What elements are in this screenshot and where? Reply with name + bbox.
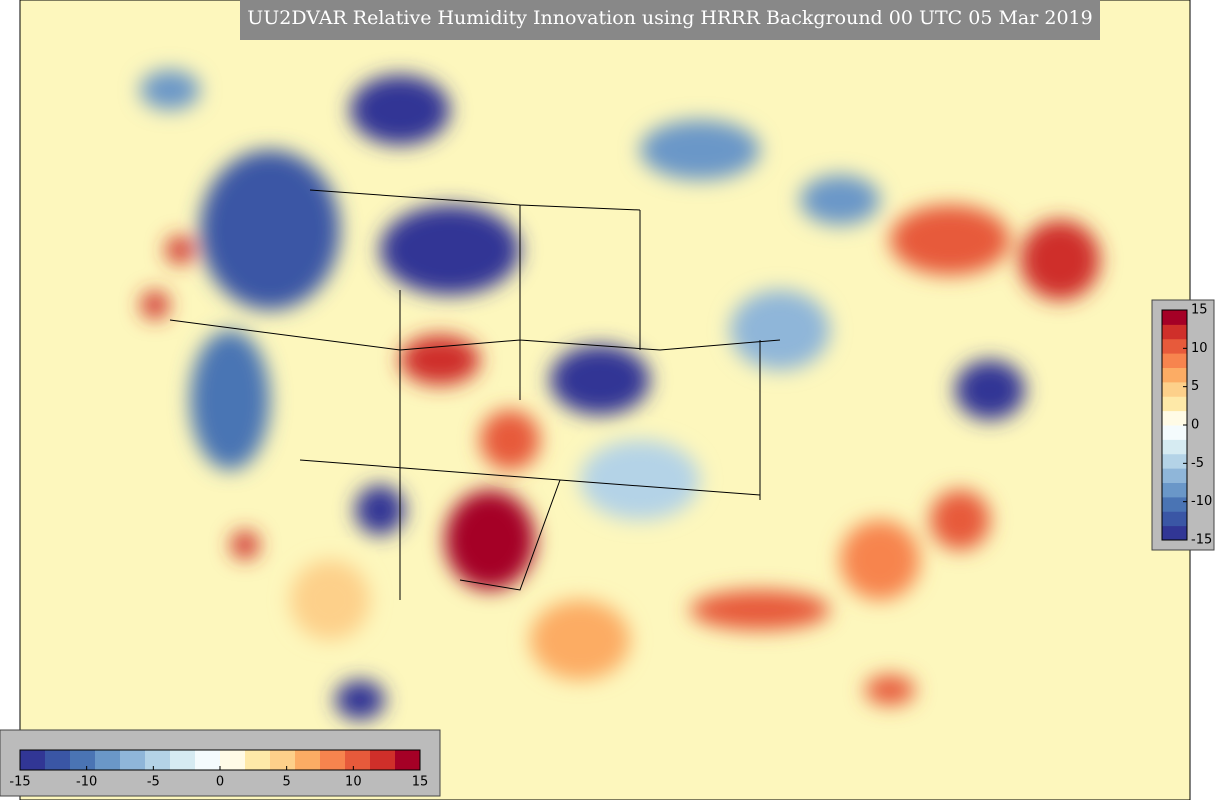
colorbar-segment: [370, 750, 396, 770]
colorbar-segment: [170, 750, 196, 770]
colorbar-segment: [1162, 511, 1187, 527]
colorbar-segment: [1162, 353, 1187, 368]
title: UU2DVAR Relative Humidity Innovation usi…: [247, 7, 1092, 29]
colorbar-segment: [45, 750, 71, 770]
colorbar-segment: [1162, 410, 1187, 426]
colorbar-segment: [70, 750, 96, 770]
colorbar-segment: [195, 750, 221, 770]
colorbar-segment: [1162, 396, 1187, 412]
colorbar-segment: [1162, 324, 1187, 340]
colorbar-tick-label: 15: [1191, 303, 1208, 318]
colorbar-segment: [1162, 381, 1187, 397]
colorbar-tick-label: 10: [1191, 341, 1208, 356]
colorbar-tick-label: 0: [216, 775, 224, 790]
colorbar-tick-label: -10: [1191, 494, 1212, 509]
colorbar-segment: [145, 750, 171, 770]
colorbar-segment: [1162, 496, 1187, 512]
colorbar-segment: [1162, 468, 1187, 483]
colorbar-segment: [1162, 338, 1187, 354]
colorbar-segment: [1162, 439, 1187, 455]
colorbar-segment: [345, 750, 371, 770]
colorbar-segment: [1162, 310, 1187, 325]
colorbar-tick-label: 5: [283, 775, 291, 790]
colorbar-segment: [320, 750, 346, 770]
colorbar-tick-label: 10: [345, 775, 362, 790]
colorbar-segment: [95, 750, 121, 770]
colorbar-tick-label: 0: [1191, 418, 1199, 433]
colorbar-segment: [220, 750, 246, 770]
colorbar-segment: [1162, 453, 1187, 469]
colorbar-segment: [270, 750, 296, 770]
colorbar-segment: [1162, 367, 1187, 383]
colorbar-segment: [295, 750, 321, 770]
colorbar-tick-label: -15: [1191, 533, 1212, 548]
borders: [169, 189, 781, 600]
colorbar-segment: [20, 750, 46, 770]
colorbar-tick-label: 15: [412, 775, 429, 790]
colorbar-tick-label: -15: [9, 775, 30, 790]
colorbar-segment: [1162, 425, 1187, 440]
colorbar-tick-label: -5: [1191, 456, 1204, 471]
title-box: [240, 0, 1100, 40]
colorbar-segment: [395, 750, 421, 770]
colorbar-tick-label: 5: [1191, 379, 1199, 394]
colorbar-tick-label: -5: [147, 775, 160, 790]
colorbar-tick-label: -10: [76, 775, 97, 790]
colorbar-segment: [1162, 482, 1187, 498]
colorbar-segment: [120, 750, 146, 770]
field: [140, 70, 1100, 720]
colorbar-segment: [1162, 525, 1187, 541]
colorbar-segment: [245, 750, 271, 770]
